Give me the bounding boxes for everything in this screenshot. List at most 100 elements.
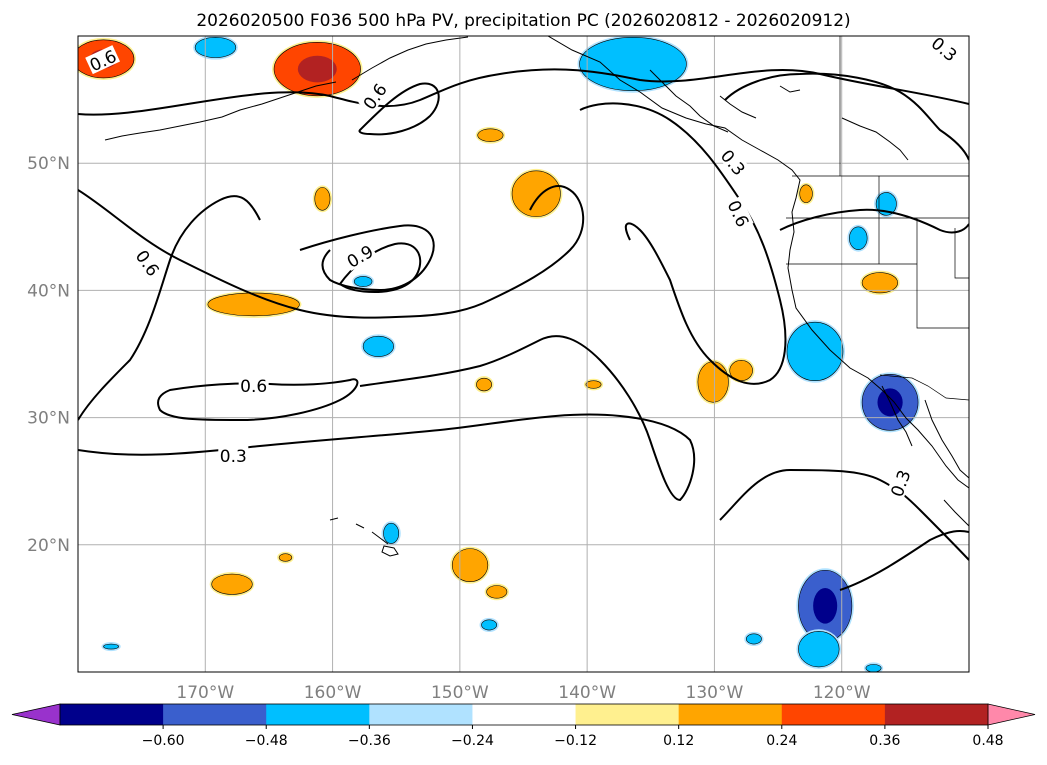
x-tick-label: 120°W xyxy=(813,683,871,703)
pv-contour-0.3-tail xyxy=(78,195,261,421)
precip-region xyxy=(476,377,492,392)
precip-region-core xyxy=(297,55,337,83)
gridlines xyxy=(78,36,969,672)
contour-label-bg xyxy=(0,372,13,404)
precipitation-field xyxy=(78,36,921,672)
colorbar-segment xyxy=(678,704,783,725)
coastline-alaska-south xyxy=(351,36,469,81)
colorbar-tick-label: 0.12 xyxy=(663,733,694,749)
pv-contours xyxy=(78,68,969,591)
colorbar-frame xyxy=(59,703,989,726)
pv-contour-0.3-south xyxy=(78,335,696,502)
precip-region-core xyxy=(813,588,838,624)
political-borders xyxy=(786,36,969,401)
precip-region xyxy=(865,664,882,672)
contour-label-bg xyxy=(238,376,269,395)
precip-region xyxy=(477,128,504,142)
colorbar-segment xyxy=(884,704,989,725)
colorbar-segment xyxy=(163,704,267,725)
x-tick-label: 140°W xyxy=(558,683,616,703)
us-mexico-border xyxy=(879,374,969,401)
coastline-mexico-south xyxy=(943,499,969,527)
map-panel: 0.60.60.6 0.90.60.30.30.60.30.30.3 xyxy=(0,36,969,672)
colorbar-segment xyxy=(781,704,886,725)
precip-region xyxy=(849,226,868,250)
colorbar-extend-high xyxy=(987,703,1036,726)
precip-region xyxy=(103,643,120,650)
coastline-baja-west xyxy=(881,385,913,447)
precip-region xyxy=(486,585,508,599)
precip-region xyxy=(799,184,813,203)
pv-contour-0.3-east xyxy=(719,468,969,561)
contour-label-text: 0.3 xyxy=(0,374,13,406)
colorbar-tick-label: 0.48 xyxy=(972,733,1003,749)
chart-title: 2026020500 F036 500 hPa PV, precipitatio… xyxy=(196,11,850,31)
contour-label: 0.3 xyxy=(0,372,15,406)
colorbar-tick-label: 0.24 xyxy=(766,733,797,749)
pv-contour-0.6-northeast xyxy=(779,208,969,234)
precip-region xyxy=(353,276,373,287)
contour-label: 0.6 xyxy=(238,376,269,397)
contour-label-bg xyxy=(724,195,754,231)
coastline-baja-gulf xyxy=(924,399,969,479)
precip-region xyxy=(511,170,561,217)
colorbar-segment xyxy=(472,704,577,725)
precip-region xyxy=(383,522,400,544)
axis-ticks: 170°W 160°W 150°W 140°W 130°W 120°W 20°N 30°N 40… xyxy=(27,154,871,703)
x-tick-label: 150°W xyxy=(431,683,489,703)
pv-contour-0.6-gulf xyxy=(358,82,440,136)
contour-label-bg xyxy=(886,465,914,501)
pv-contour-0.6-loop xyxy=(299,224,435,292)
x-tick-label: 130°W xyxy=(686,683,744,703)
colorbar-tick-label: −0.48 xyxy=(245,733,288,749)
contour-label: 0.3 xyxy=(218,446,249,467)
contour-label-bg xyxy=(218,446,249,465)
colorbar-segment xyxy=(369,704,473,725)
coastline-bc-islands xyxy=(649,69,729,133)
coastline-north-america xyxy=(547,36,969,489)
precip-region xyxy=(579,36,687,91)
x-tick-label: 160°W xyxy=(304,683,362,703)
colorbar-tick-label: −0.36 xyxy=(348,733,391,749)
pv-contour-0.3-northeast xyxy=(839,530,969,591)
y-tick-label: 40°N xyxy=(27,281,70,301)
colorbar-tick-label: −0.12 xyxy=(554,733,597,749)
colorbar-tick-label: 0.36 xyxy=(869,733,900,749)
colorbar: −0.60 −0.48 −0.36 −0.24 −0.12 0.12 0.24 0.36 0.4… xyxy=(11,703,1036,749)
precip-region xyxy=(194,36,237,58)
contour-label-bg xyxy=(358,78,391,114)
precip-region xyxy=(875,192,897,216)
precip-region xyxy=(786,321,844,382)
precip-region xyxy=(697,361,729,403)
precip-region xyxy=(362,335,394,357)
x-tick-label: 170°W xyxy=(176,683,234,703)
contour-label-bg xyxy=(717,144,751,180)
contour-label-bg xyxy=(927,36,963,65)
colorbar-tick-label: −0.24 xyxy=(451,733,494,749)
precip-region xyxy=(278,553,293,562)
contour-label-text: 0.3 xyxy=(220,447,247,467)
colorbar-tick-label: −0.60 xyxy=(142,733,185,749)
precip-region xyxy=(861,272,899,294)
contour-label-text: 0.6 xyxy=(240,377,267,397)
contour-label-bg xyxy=(342,240,378,271)
y-tick-label: 50°N xyxy=(27,154,70,174)
precip-region xyxy=(585,380,602,389)
pv-contour-0.6-east xyxy=(579,102,787,385)
map-frame xyxy=(77,35,970,673)
pv-contour-0.6-west xyxy=(78,185,585,319)
y-tick-label: 20°N xyxy=(27,536,70,556)
colorbar-extend-low xyxy=(11,703,61,726)
contour-label-bg xyxy=(85,45,121,75)
pv-contour-0.3-northwest xyxy=(724,72,969,161)
precip-region xyxy=(211,573,253,595)
colorbar-segment xyxy=(266,704,370,725)
contour-label-bg xyxy=(132,245,165,280)
precip-region xyxy=(314,187,331,211)
precip-region xyxy=(745,633,762,645)
y-tick-label: 30°N xyxy=(27,409,70,429)
us-state-borders xyxy=(786,176,969,329)
precip-region xyxy=(207,292,300,317)
coastline-hawaii xyxy=(329,517,399,557)
colorbar-segment xyxy=(575,704,680,725)
